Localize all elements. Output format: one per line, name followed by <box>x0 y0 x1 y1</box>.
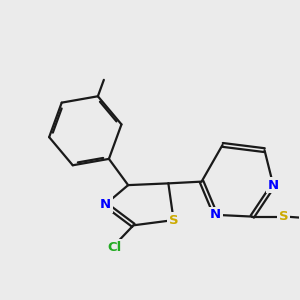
Text: N: N <box>210 208 221 221</box>
Text: N: N <box>268 178 279 192</box>
Text: Cl: Cl <box>107 241 121 254</box>
Text: S: S <box>169 214 178 226</box>
Text: S: S <box>279 210 289 223</box>
Text: N: N <box>100 198 111 211</box>
